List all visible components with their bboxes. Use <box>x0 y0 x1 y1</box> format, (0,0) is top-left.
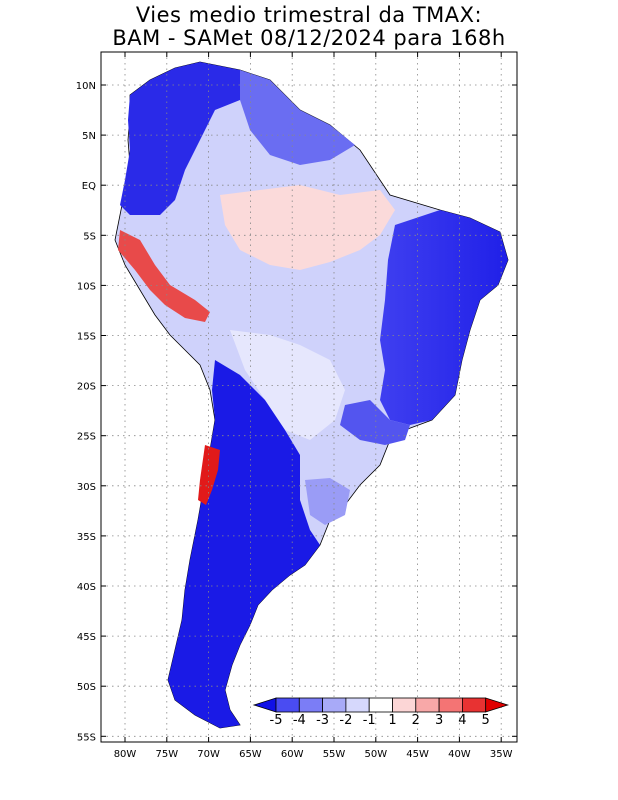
colorbar-box <box>368 697 393 713</box>
colorbar-label: 4 <box>458 713 466 728</box>
lon-label: 65W <box>239 749 262 760</box>
latitude-labels: 10N 5N EQ 5S 10S 15S 20S 25S 30S 35S 40S 45S 50S 55S <box>76 81 517 743</box>
colorbar-label: -1 <box>363 713 376 728</box>
colorbar-box <box>298 697 323 713</box>
lat-label: 50S <box>77 682 96 693</box>
lat-label: 10N <box>76 81 96 92</box>
colorbar-box <box>438 697 463 713</box>
map-title-line1: Vies medio trimestral da TMAX: <box>135 3 483 27</box>
colorbar-label: 2 <box>412 713 420 728</box>
colorbar-label: 1 <box>388 713 396 728</box>
lat-label: 40S <box>77 582 96 593</box>
bias-cold-northwest <box>120 62 268 215</box>
bias-warm-peru <box>118 230 210 322</box>
colorbar-label: -2 <box>339 713 352 728</box>
colorbar-label: -5 <box>270 713 283 728</box>
lat-label: 35S <box>77 532 96 543</box>
colorbar-box <box>345 697 370 713</box>
lon-label: 75W <box>155 749 178 760</box>
bias-cold-northeast <box>380 210 508 425</box>
bias-warm-chile <box>198 445 220 505</box>
lon-label: 70W <box>197 749 220 760</box>
lat-label: 30S <box>77 482 96 493</box>
lat-label: 15S <box>77 332 96 343</box>
colorbar-box <box>275 697 300 713</box>
lat-label: 25S <box>77 432 96 443</box>
bias-warm-amazon <box>220 185 395 270</box>
colorbar-extend-high <box>485 697 510 713</box>
lon-label: 45W <box>406 749 429 760</box>
lat-label: 20S <box>77 382 96 393</box>
bias-cold-southeast <box>340 400 410 445</box>
map-title-line2: BAM - SAMet 08/12/2024 para 168h <box>112 26 506 50</box>
lat-label: 5S <box>83 231 96 242</box>
colorbar-label: 3 <box>435 713 443 728</box>
colorbar-box <box>322 697 347 713</box>
colorbar-box <box>392 697 417 713</box>
lat-label: EQ <box>82 181 96 192</box>
lon-label: 50W <box>364 749 387 760</box>
lat-label: 5N <box>82 131 96 142</box>
lat-label: 10S <box>77 281 96 292</box>
bias-cold-uruguay <box>305 478 350 525</box>
lon-label: 55W <box>323 749 346 760</box>
lat-label: 55S <box>77 732 96 743</box>
lon-label: 40W <box>448 749 471 760</box>
lat-lon-grid <box>101 52 517 742</box>
lon-label: 35W <box>490 749 513 760</box>
lon-label: 60W <box>281 749 304 760</box>
lon-label: 80W <box>114 749 137 760</box>
bias-neutral-center <box>230 330 345 440</box>
colorbar-label: -4 <box>293 713 306 728</box>
lat-label: 45S <box>77 632 96 643</box>
longitude-labels: 80W 75W 70W 65W 60W 55W 50W 45W 40W 35W <box>114 52 513 760</box>
bias-cold-guianas <box>240 70 355 165</box>
colorbar: -5 -4 -3 -2 -1 1 2 3 4 5 <box>252 697 510 728</box>
colorbar-label: -3 <box>316 713 329 728</box>
bias-field <box>114 61 509 729</box>
colorbar-box <box>461 697 487 713</box>
colorbar-label: 5 <box>482 713 490 728</box>
colorbar-box <box>415 697 440 713</box>
